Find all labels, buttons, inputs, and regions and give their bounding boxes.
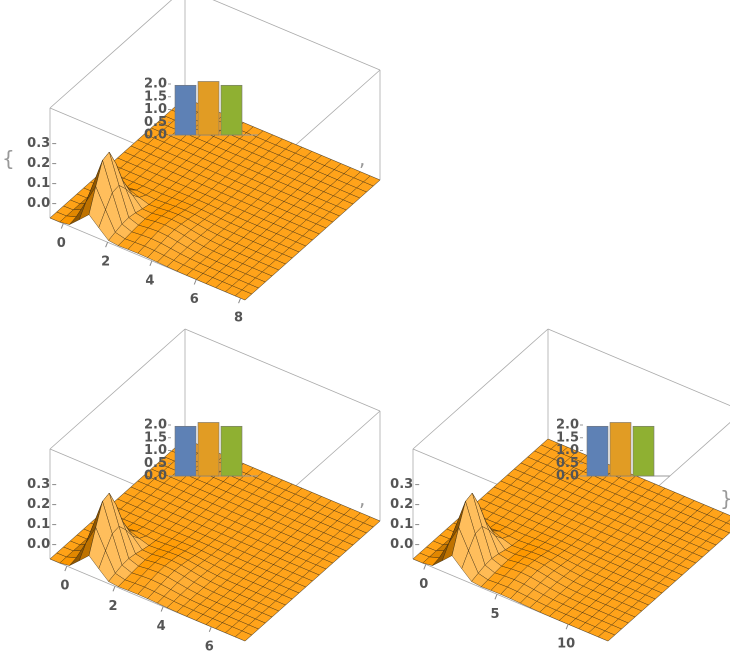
z-tick-label: 0.3 [390,477,413,492]
z-tick-label: 0.2 [27,156,50,171]
box-edge [412,328,549,450]
inset-tick-label: 0.0 [144,469,167,484]
x-tick-label: 5 [490,607,499,622]
x-tick [238,297,242,304]
inset-tick-label: 0.5 [144,115,167,130]
surface-patch [234,630,253,642]
x-tick [149,260,153,267]
separator: , [359,487,365,511]
x-tick-label: 0 [57,236,66,251]
x-tick [423,564,427,570]
z-tick-label: 0.2 [27,497,50,512]
x-tick-label: 4 [157,619,166,634]
z-tick-label: 0.0 [390,537,413,552]
inset-tick-label: 2.0 [144,418,167,433]
x-tick-label: 0 [419,577,428,592]
z-tick-label: 0.1 [27,517,50,532]
z-tick-label: 0.3 [27,136,50,151]
inset-tick-label: 1.5 [144,89,167,104]
inset-bar [197,422,220,477]
box-edge [49,328,186,450]
x-tick-label: 4 [145,273,154,288]
inset-tick-label: 0.5 [144,456,167,471]
x-tick-label: 2 [101,255,110,270]
box-edge [49,0,173,109]
x-tick [494,594,498,600]
z-tick-label: 0.1 [390,517,413,532]
x-tick [193,279,197,285]
inset-bar [220,84,243,136]
inset-tick-label: 2.0 [144,77,167,92]
inset-tick-label: 1.5 [556,430,579,445]
z-tick-label: 0.1 [27,176,50,191]
inset-bar [586,425,609,477]
inset-bar [632,425,655,477]
inset-bar [197,81,220,136]
inset-bar [220,425,243,477]
box-edge [547,328,730,406]
x-tick [565,624,569,630]
x-tick [160,606,164,612]
close-brace: } [720,487,730,511]
z-tick-label: 0.0 [27,196,50,211]
x-tick [105,242,109,248]
z-tick-label: 0.2 [390,497,413,512]
box-edge [184,328,381,412]
inset-tick-label: 1.0 [144,443,167,458]
inset-tick-label: 1.5 [144,430,167,445]
separator: , [359,147,365,171]
x-tick-label: 2 [108,599,117,614]
x-tick-label: 6 [190,292,199,307]
open-brace: { [2,147,15,171]
inset-tick-label: 1.0 [144,102,167,117]
inset-bar [609,422,632,477]
inset-tick-label: 0.0 [556,469,579,484]
inset-tick-label: 1.0 [556,443,579,458]
x-tick-label: 6 [205,639,214,654]
surface-patch [234,289,253,301]
x-tick [60,223,64,229]
x-tick [64,565,68,572]
inset-bar [174,425,197,477]
inset-tick-label: 2.0 [556,418,579,433]
x-tick [112,586,116,592]
inset-tick-label: 0.0 [144,128,167,143]
z-tick-label: 0.3 [27,477,50,492]
surface-patch [597,630,616,642]
z-tick-label: 0.0 [27,537,50,552]
inset-bar [174,84,197,136]
x-tick-label: 10 [557,637,575,652]
box-edge [212,0,381,71]
inset-tick-label: 0.5 [556,456,579,471]
x-tick-label: 8 [234,311,243,326]
x-tick-label: 0 [60,579,69,594]
x-tick [208,626,212,633]
